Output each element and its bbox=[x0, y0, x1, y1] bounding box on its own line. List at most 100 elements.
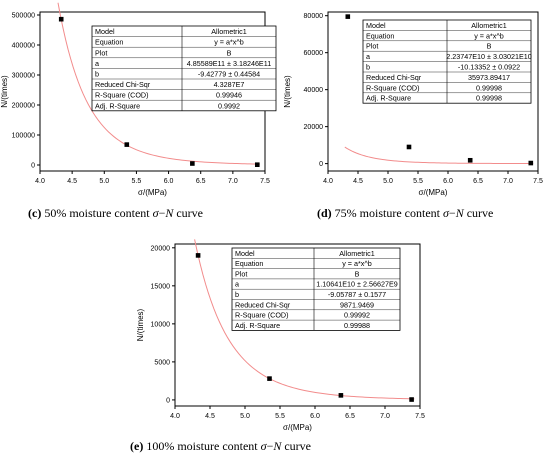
caption-c-tail: curve bbox=[173, 206, 204, 220]
caption-c-label: (c) bbox=[28, 206, 42, 220]
x-tick-label-d: 7.0 bbox=[503, 178, 513, 185]
x-tick-label-c: 7.5 bbox=[260, 178, 270, 185]
stats-value-e: B bbox=[355, 269, 360, 278]
x-tick-label-d: 5.5 bbox=[413, 178, 423, 185]
fit-curve-d bbox=[344, 146, 534, 165]
y-tick-label-c: 100000 bbox=[12, 133, 35, 140]
caption-e-sigma: σ bbox=[260, 439, 267, 453]
x-tick-label-e: 7.0 bbox=[380, 413, 390, 420]
caption-e: (e) 100% moisture content σ−N curve bbox=[130, 439, 311, 454]
stats-key-d: a bbox=[366, 52, 370, 61]
stats-value-d: 0.99998 bbox=[476, 94, 502, 103]
caption-d-tail: curve bbox=[463, 206, 494, 220]
stats-value-e: 0.99988 bbox=[344, 321, 370, 330]
stats-value-c: 0.99946 bbox=[216, 91, 242, 100]
caption-c-sigma: σ bbox=[152, 206, 159, 220]
stats-key-d: Adj. R-Square bbox=[366, 94, 411, 103]
chart-e: 4.0 4.5 5.0 5.5 6.0 6.5 7.0 7.5 0 5000 10000 15000 2… bbox=[136, 239, 425, 432]
stats-key-e: b bbox=[235, 290, 239, 299]
x-tick-label-c: 4.5 bbox=[67, 178, 77, 185]
stats-key-c: Reduced Chi-Sqr bbox=[95, 80, 151, 89]
caption-c: (c) 50% moisture content σ−N curve bbox=[28, 206, 203, 221]
data-point-d bbox=[528, 160, 534, 166]
caption-e-label: (e) bbox=[130, 439, 144, 453]
data-point-e bbox=[195, 253, 201, 258]
data-point-c bbox=[190, 161, 195, 166]
stats-key-c: a bbox=[95, 59, 99, 68]
x-tick-label-c: 4.0 bbox=[35, 178, 45, 185]
stats-value-d: y = a*x^b bbox=[474, 31, 504, 40]
stats-key-d: R-Square (COD) bbox=[366, 83, 420, 92]
stats-key-c: b bbox=[95, 70, 99, 79]
y-tick-label-e: 5000 bbox=[154, 359, 170, 366]
data-point-d bbox=[406, 144, 412, 150]
y-axis-label-c: N/(times) bbox=[0, 75, 9, 108]
stats-key-c: Plot bbox=[95, 48, 107, 57]
stats-key-e: Equation bbox=[235, 259, 263, 268]
x-tick-label-e: 5.0 bbox=[240, 413, 250, 420]
x-axis-label-e: σ/(MPa) bbox=[283, 423, 312, 432]
caption-d-sigma: σ bbox=[442, 206, 449, 220]
stats-key-d: Plot bbox=[366, 42, 378, 51]
x-tick-label-e: 4.0 bbox=[170, 413, 180, 420]
plot-frame-e bbox=[174, 243, 421, 407]
data-point-e bbox=[409, 397, 414, 402]
stats-key-e: Plot bbox=[235, 269, 247, 278]
y-axis-label-d: N/(times) bbox=[283, 75, 292, 108]
stats-value-e: 9871.9469 bbox=[340, 300, 374, 309]
stats-value-c: B bbox=[227, 48, 232, 57]
stats-key-d: Model bbox=[366, 21, 386, 30]
x-axis-label-d: σ/(MPa) bbox=[419, 188, 448, 197]
x-tick-label-c: 6.5 bbox=[196, 178, 206, 185]
data-point-d bbox=[467, 157, 473, 163]
x-tick-label-e: 7.5 bbox=[415, 413, 425, 420]
caption-d: (d) 75% moisture content σ−N curve bbox=[317, 206, 493, 221]
y-tick-label-d: 0 bbox=[319, 161, 323, 168]
x-tick-label-e: 4.5 bbox=[205, 413, 215, 420]
y-tick-label-c: 400000 bbox=[12, 43, 35, 50]
chart-panel-e: 4.0 4.5 5.0 5.5 6.0 6.5 7.0 7.5 0 5000 10000 15000 2… bbox=[130, 230, 430, 459]
x-tick-label-d: 4.5 bbox=[353, 178, 363, 185]
x-tick-label-c: 7.0 bbox=[228, 178, 238, 185]
stats-key-c: R-Square (COD) bbox=[95, 91, 149, 100]
y-axis-label-e: N/(times) bbox=[136, 308, 145, 341]
y-tick-label-d: 80000 bbox=[304, 13, 324, 20]
stats-key-e: Model bbox=[235, 249, 255, 258]
caption-e-n: N bbox=[273, 439, 282, 453]
stats-value-c: Allometric1 bbox=[211, 27, 247, 36]
x-tick-label-d: 6.0 bbox=[443, 178, 453, 185]
stats-value-e: y = a*x^b bbox=[342, 259, 372, 268]
plot-frame-d bbox=[327, 11, 539, 172]
x-tick-label-d: 4.0 bbox=[323, 178, 333, 185]
caption-d-n: N bbox=[455, 206, 464, 220]
chart-c: 4.0 4.5 5.0 5.5 6.0 6.5 7.0 7.5 0 100000 200000 300… bbox=[0, 2, 277, 197]
stats-value-e: Allometric1 bbox=[339, 249, 375, 258]
y-tick-label-c: 300000 bbox=[12, 73, 35, 80]
y-tick-label-c: 200000 bbox=[12, 103, 35, 110]
stats-value-c: 0.9992 bbox=[218, 101, 240, 110]
y-tick-label-d: 40000 bbox=[304, 87, 324, 94]
stats-value-d: Allometric1 bbox=[471, 21, 507, 30]
y-tick-label-e: 10000 bbox=[151, 321, 171, 328]
y-tick-label-e: 15000 bbox=[151, 283, 171, 290]
stats-value-e: 1.10641E10 ± 2.56627E9 bbox=[316, 280, 397, 289]
stats-key-c: Equation bbox=[95, 38, 123, 47]
stats-key-e: R-Square (COD) bbox=[235, 311, 289, 320]
caption-c-text: 50% moisture content bbox=[44, 206, 153, 220]
stats-value-d: -10.13352 ± 0.0922 bbox=[458, 63, 520, 72]
x-axis-label-c: σ/(MPa) bbox=[138, 188, 167, 197]
data-point-e bbox=[267, 376, 272, 381]
caption-e-text: 100% moisture content bbox=[146, 439, 261, 453]
y-tick-label-d: 20000 bbox=[304, 124, 324, 131]
caption-e-tail: curve bbox=[281, 439, 312, 453]
stats-value-c: -9.42779 ± 0.44584 bbox=[198, 70, 260, 79]
y-tick-label-e: 20000 bbox=[151, 245, 171, 252]
stats-value-d: 0.99998 bbox=[476, 83, 502, 92]
caption-d-label: (d) bbox=[317, 206, 332, 220]
y-tick-label-d: 60000 bbox=[304, 50, 324, 57]
x-tick-label-e: 5.5 bbox=[275, 413, 285, 420]
stats-key-e: a bbox=[235, 280, 239, 289]
caption-d-dash: − bbox=[448, 206, 456, 220]
stats-key-d: Equation bbox=[366, 31, 394, 40]
data-point-c bbox=[254, 162, 260, 167]
